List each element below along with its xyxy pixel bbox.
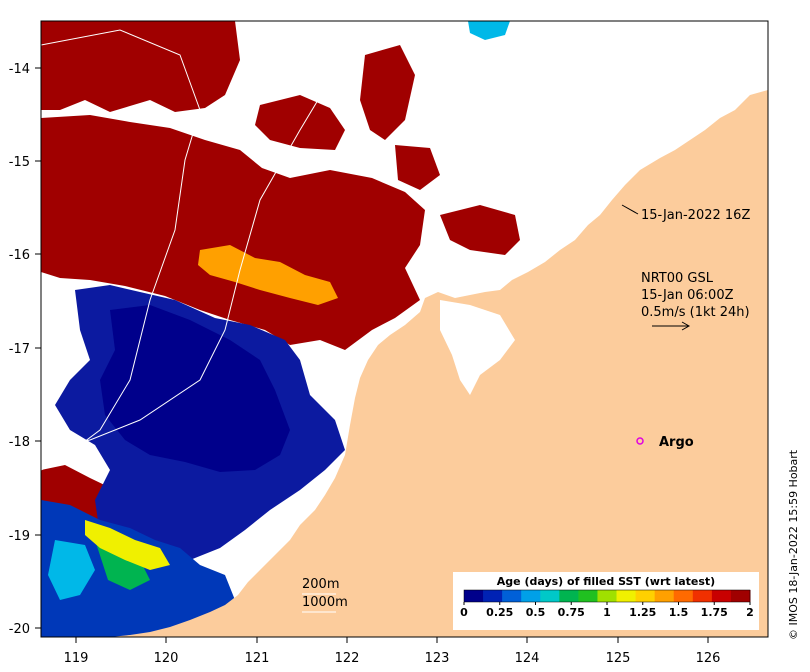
- colorbar-bin: [597, 590, 618, 602]
- y-tick-labels: -14 -15 -16 -17 -18 -19 -20: [9, 62, 30, 637]
- current-time: 15-Jan 06:00Z: [641, 288, 734, 303]
- current-title: NRT00 GSL: [641, 271, 714, 286]
- colorbar-tick-label: 2: [746, 606, 754, 619]
- contour-1000m: [41, 29, 201, 471]
- colorbar-bin: [692, 590, 713, 602]
- colorbar-bin: [673, 590, 694, 602]
- x-tick-label: 121: [245, 651, 270, 666]
- colorbar-title: Age (days) of filled SST (wrt latest): [497, 575, 715, 588]
- contour-1000-label: 1000m: [302, 595, 348, 610]
- contour-200m: [41, 21, 331, 451]
- colorbar-bin: [502, 590, 522, 602]
- x-tick-label: 119: [64, 651, 89, 666]
- y-tick-label: -17: [9, 342, 30, 357]
- y-tick-label: -18: [9, 435, 30, 450]
- sst-patch-age-2-east: [440, 205, 520, 255]
- colorbar-bin: [578, 590, 598, 602]
- bay-inlet: [440, 300, 515, 395]
- x-tick-label: 125: [606, 651, 631, 666]
- sst-patch-age-0-inner: [100, 305, 290, 472]
- sst-patch-age-0-75: [48, 540, 95, 600]
- argo-marker-icon: [636, 437, 644, 445]
- colorbar-tick-label: 1.75: [701, 606, 728, 619]
- x-tick-label: 123: [425, 651, 450, 666]
- current-scale: 0.5m/s (1kt 24h): [641, 305, 750, 320]
- colorbar-bin: [635, 590, 656, 602]
- x-tick-label: 122: [335, 651, 360, 666]
- sst-patch-age-2-ne: [360, 45, 415, 140]
- colorbar-bin: [711, 590, 732, 602]
- current-arrow-icon: [652, 321, 691, 331]
- colorbar-tick-label: 0.75: [558, 606, 585, 619]
- credit-text: © IMOS 18-Jan-2022 15:59 Hobart: [787, 449, 800, 640]
- date-leader-line: [621, 204, 639, 215]
- sst-patch-age-1-0: [95, 540, 150, 590]
- y-ticks: [35, 67, 41, 629]
- x-tick-label: 120: [154, 651, 179, 666]
- colorbar-bin: [559, 590, 579, 602]
- colorbar-tick-label: 0.25: [486, 606, 513, 619]
- colorbar-tick-label: 1.25: [629, 606, 656, 619]
- y-tick-label: -20: [9, 622, 30, 637]
- x-tick-labels: 119 120 121 122 123 124 125 126: [64, 651, 721, 666]
- sst-patch-age-2-ne2: [395, 145, 440, 190]
- colorbar-bin: [464, 590, 484, 602]
- plot-frame: [40, 20, 769, 638]
- y-tick-label: -15: [9, 155, 30, 170]
- y-tick-label: -19: [9, 529, 30, 544]
- sst-patch-age-1-5: [198, 245, 338, 305]
- colorbar-bin: [483, 590, 503, 602]
- colorbar-tick-label: 1: [603, 606, 611, 619]
- map-area: [41, 21, 768, 637]
- colorbar-bin: [540, 590, 560, 602]
- colorbar-bin: [654, 590, 675, 602]
- y-tick-label: -16: [9, 248, 30, 263]
- x-tick-label: 126: [696, 651, 721, 666]
- colorbar-tick-label: 0: [460, 606, 468, 619]
- sst-patch-age-2: [41, 21, 240, 112]
- colorbar-bin: [730, 590, 751, 602]
- colorbar-bin: [616, 590, 637, 602]
- colorbar-tick-label: 0.5: [526, 606, 546, 619]
- colorbar-tick-label: 1.5: [669, 606, 689, 619]
- contour-200-label: 200m: [302, 577, 339, 592]
- sst-patch-cyan-top: [468, 21, 510, 40]
- y-tick-label: -14: [9, 62, 30, 77]
- date-label: 15-Jan-2022 16Z: [641, 208, 750, 223]
- land-australia: [110, 90, 768, 637]
- colorbar-bins: [464, 590, 751, 602]
- x-ticks: [75, 637, 709, 643]
- x-tick-label: 124: [515, 651, 540, 666]
- colorbar-bin: [521, 590, 541, 602]
- sst-patch-age-2-north: [255, 95, 345, 150]
- argo-label: Argo: [659, 435, 694, 450]
- colorbar-ticks: 0 0.25 0.5 0.75 1 1.25 1.5 1.75 2: [460, 602, 754, 619]
- sst-patch-age-1-2: [85, 520, 170, 570]
